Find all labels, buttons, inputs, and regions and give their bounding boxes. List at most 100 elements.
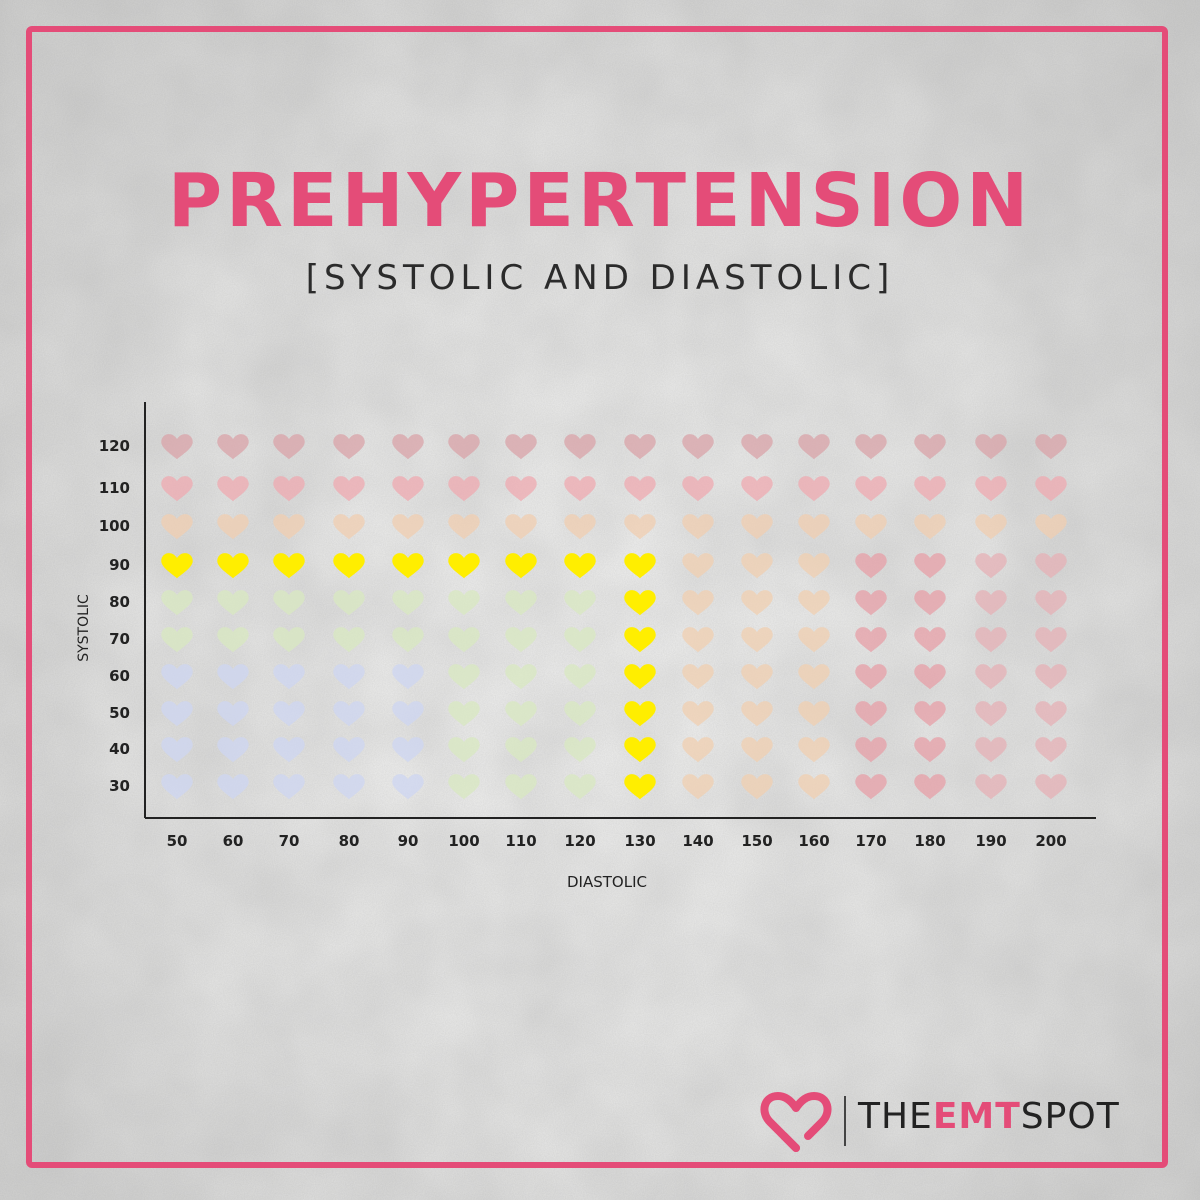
x-axis-label: DIASTOLIC — [567, 873, 647, 891]
heart-marker — [161, 627, 193, 653]
heart-marker-highlighted — [624, 590, 656, 616]
heart-marker — [333, 514, 365, 540]
heart-marker — [273, 737, 305, 763]
heart-marker — [682, 590, 714, 616]
heart-marker — [975, 514, 1007, 540]
heart-marker — [161, 737, 193, 763]
heart-marker — [741, 476, 773, 502]
heart-marker — [798, 627, 830, 653]
heart-marker-highlighted — [392, 553, 424, 579]
heart-marker — [741, 627, 773, 653]
heart-marker — [975, 476, 1007, 502]
x-tick-label: 140 — [682, 832, 713, 850]
heart-marker — [217, 774, 249, 800]
heart-marker-highlighted — [333, 553, 365, 579]
heart-marker — [564, 476, 596, 502]
x-tick-label: 90 — [398, 832, 419, 850]
heart-marker-highlighted — [448, 553, 480, 579]
x-tick-label: 200 — [1035, 832, 1066, 850]
heart-marker — [505, 434, 537, 460]
x-tick-label: 80 — [339, 832, 360, 850]
heart-marker — [1035, 434, 1067, 460]
heart-marker — [217, 434, 249, 460]
heart-marker — [161, 701, 193, 727]
heart-marker — [741, 514, 773, 540]
heart-marker — [798, 553, 830, 579]
heart-marker — [741, 590, 773, 616]
heart-marker — [975, 590, 1007, 616]
heart-marker-highlighted — [273, 553, 305, 579]
heart-marker — [392, 476, 424, 502]
heart-marker — [273, 664, 305, 690]
y-tick-label: 50 — [109, 704, 130, 722]
heart-marker-highlighted — [624, 553, 656, 579]
heart-marker — [448, 434, 480, 460]
heart-marker — [333, 664, 365, 690]
heart-marker — [448, 774, 480, 800]
brand-wordmark: THEEMTSPOT — [858, 1096, 1120, 1137]
heart-marker — [975, 434, 1007, 460]
heart-marker — [448, 664, 480, 690]
heart-marker — [448, 514, 480, 540]
heart-marker — [161, 774, 193, 800]
heart-marker — [392, 590, 424, 616]
heart-marker — [914, 737, 946, 763]
heart-marker — [448, 476, 480, 502]
y-tick-label: 120 — [99, 437, 130, 455]
heart-marker — [975, 737, 1007, 763]
heart-marker — [914, 701, 946, 727]
chart-title: PREHYPERTENSION — [167, 158, 1033, 244]
heart-marker — [564, 701, 596, 727]
heart-marker — [564, 627, 596, 653]
heart-marker — [741, 737, 773, 763]
heart-marker — [392, 774, 424, 800]
heart-marker — [505, 737, 537, 763]
heart-marker — [273, 701, 305, 727]
heart-marker — [798, 514, 830, 540]
heart-marker — [741, 553, 773, 579]
heart-marker — [161, 514, 193, 540]
heart-marker — [682, 627, 714, 653]
x-tick-label: 150 — [741, 832, 772, 850]
heart-marker — [914, 590, 946, 616]
heart-marker-highlighted — [564, 553, 596, 579]
heart-marker — [392, 434, 424, 460]
x-tick-label: 190 — [975, 832, 1006, 850]
heart-marker — [217, 701, 249, 727]
heart-marker — [975, 774, 1007, 800]
heart-marker — [1035, 737, 1067, 763]
heart-marker — [392, 627, 424, 653]
heart-marker — [798, 737, 830, 763]
brand-divider — [844, 1096, 846, 1146]
heart-marker — [741, 774, 773, 800]
heart-marker — [217, 627, 249, 653]
heart-marker — [855, 476, 887, 502]
heart-logo-icon — [760, 1092, 832, 1152]
heart-marker — [217, 476, 249, 502]
heart-marker — [798, 476, 830, 502]
heart-marker — [505, 476, 537, 502]
heart-marker — [975, 664, 1007, 690]
heart-marker — [333, 476, 365, 502]
y-tick-label: 100 — [99, 517, 130, 535]
heart-marker — [564, 737, 596, 763]
heart-marker — [505, 774, 537, 800]
heart-marker — [448, 701, 480, 727]
heart-marker — [798, 590, 830, 616]
heart-marker — [855, 514, 887, 540]
heart-marker-highlighted — [624, 774, 656, 800]
heart-marker — [333, 627, 365, 653]
heart-marker — [1035, 514, 1067, 540]
heart-marker — [1035, 664, 1067, 690]
heart-marker — [448, 590, 480, 616]
heart-marker — [273, 476, 305, 502]
heart-marker — [333, 434, 365, 460]
heart-marker — [161, 664, 193, 690]
heart-marker — [914, 514, 946, 540]
heart-marker — [914, 664, 946, 690]
heart-marker — [564, 434, 596, 460]
heart-marker — [741, 664, 773, 690]
heart-marker — [1035, 701, 1067, 727]
x-tick-label: 170 — [855, 832, 886, 850]
